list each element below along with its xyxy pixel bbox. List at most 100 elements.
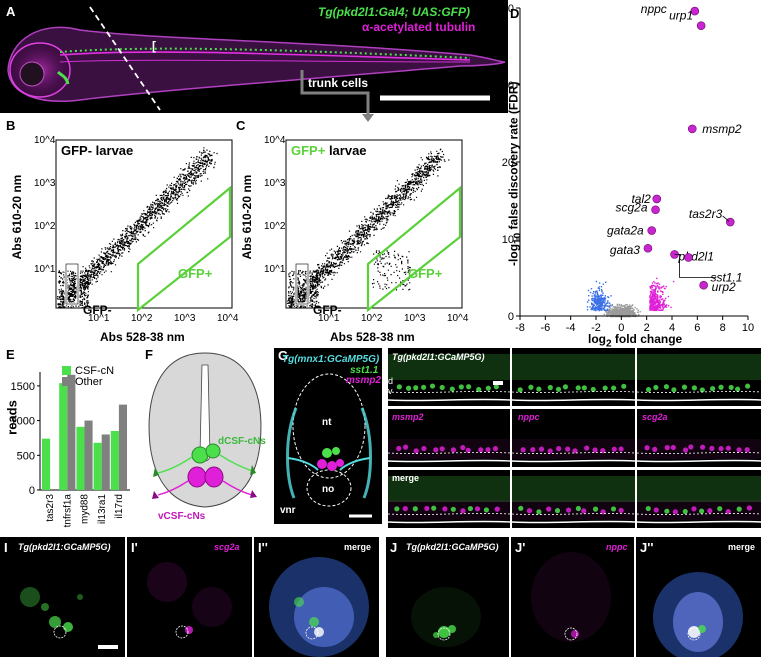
panel-label-j1: J' xyxy=(515,540,526,555)
panel-label-a: A xyxy=(6,4,16,19)
volcano-ytick-label: 40 xyxy=(502,3,514,15)
volcano-label-msmp2: msmp2 xyxy=(702,122,742,136)
bar-myd88-Other xyxy=(84,420,93,490)
h-tile-image xyxy=(512,476,635,524)
panel-i2-image xyxy=(254,537,379,657)
b-ytick-1: 10^1 xyxy=(34,264,56,275)
panel-label-e: E xyxy=(6,347,15,362)
b-gate-neg: GFP- xyxy=(83,303,112,317)
volcano-ytick-label: 0 xyxy=(508,311,514,323)
b-title: GFP- larvae xyxy=(61,143,134,158)
b-gate-pos: GFP+ xyxy=(178,266,213,281)
bar-category-label: il13ra1 xyxy=(97,494,108,524)
volcano-xtick-label: -6 xyxy=(540,322,550,334)
h-tile-image xyxy=(637,354,761,402)
bar-chart: 0 500 1000 1500 tas2r3 tnfrsf1a myd88 il13ra1 il… xyxy=(11,365,130,528)
j-label-b: nppc xyxy=(606,542,628,552)
j-gcamp-micrograph xyxy=(411,587,481,647)
volcano-label-sst1.1: sst1.1 xyxy=(710,270,742,284)
volcano-nonsig-cloud xyxy=(603,303,641,318)
volcano-ytick-label: 30 xyxy=(502,80,514,92)
i-gcamp-micrograph xyxy=(20,587,118,649)
panel-label-c: C xyxy=(236,118,246,133)
i-label-a: Tg(pkd2l1:GCaMP5G) xyxy=(18,542,111,552)
volcano-point-gata2a xyxy=(647,226,657,235)
h-ventral: v xyxy=(388,386,393,396)
c-title-green: GFP+ xyxy=(291,143,326,158)
volcano-label-urp2: urp2 xyxy=(712,280,736,294)
volcano-point-scg2a xyxy=(651,205,660,215)
panel-j2-image xyxy=(636,537,761,657)
volcano-xtick-label: -4 xyxy=(566,322,576,334)
c-ytick-4: 10^4 xyxy=(264,135,286,146)
h-scale-bar xyxy=(493,381,503,385)
volcano-label-pkd2l1: pkd2l1 xyxy=(678,249,714,263)
mnx1-micrograph xyxy=(286,373,372,518)
h-tile-image xyxy=(512,439,635,463)
i-label-c: merge xyxy=(344,542,372,552)
bar-category-label: il17rd xyxy=(114,494,125,518)
volcano-xtick-label: 2 xyxy=(644,322,650,334)
c-xtick-4: 10^4 xyxy=(447,313,469,324)
svg-text:[: [ xyxy=(152,39,156,53)
i-merge-micrograph xyxy=(269,557,369,657)
bar-ytick-label: 1500 xyxy=(11,381,35,393)
bar-il17rd-CSF-cN xyxy=(110,431,119,490)
bar-category-label: myd88 xyxy=(80,494,91,524)
volcano-xtick-label: 10 xyxy=(742,322,754,334)
volcano-point-tas2r3 xyxy=(725,217,735,227)
b-xtick-4: 10^4 xyxy=(217,313,239,324)
bar-ytick-label: 0 xyxy=(29,485,35,497)
h-tile-image xyxy=(637,439,761,463)
legend-swatch-1 xyxy=(62,377,71,386)
bar-il13ra1-Other xyxy=(101,434,110,490)
volcano-point-urp1 xyxy=(696,21,706,31)
larva-micrograph: [ xyxy=(7,6,506,111)
volcano-point-tal2 xyxy=(652,194,662,204)
b-xtick-3: 10^3 xyxy=(174,313,196,324)
c-xtick-3: 10^3 xyxy=(404,313,426,324)
bar-category-label: tnfrsf1a xyxy=(62,494,73,528)
scatter-cloud-b xyxy=(57,147,218,309)
c-ytick-1: 10^1 xyxy=(264,264,286,275)
g-line1: Tg(mnx1:GCaMP5G) xyxy=(282,354,380,365)
volcano-point-msmp2 xyxy=(687,124,697,134)
g-line3: msmp2 xyxy=(346,375,382,386)
h-tile-image xyxy=(388,354,510,402)
h-nppc-label: nppc xyxy=(518,412,540,422)
h-tile-image xyxy=(388,439,510,463)
volcano-label-tal2: tal2 xyxy=(631,192,651,206)
b-xtick-1: 10^1 xyxy=(88,313,110,324)
volcano-down-cloud xyxy=(586,280,613,312)
h-msmp2-label: msmp2 xyxy=(392,412,424,422)
h-tile-0-2 xyxy=(637,348,761,406)
bar-tas2r3-CSF-cN xyxy=(42,438,51,490)
volcano-label-gata3: gata3 xyxy=(610,243,640,257)
volcano-xtick-label: -2 xyxy=(591,322,601,334)
h-tile-image xyxy=(388,476,510,524)
volcano-point-sst1.1 xyxy=(684,253,693,262)
panel-g-image xyxy=(274,348,382,524)
h-tile-2-0 xyxy=(388,470,510,528)
scatter-cloud-c xyxy=(287,148,450,309)
c-ylabel: Abs 610-20 nm xyxy=(240,174,254,260)
b-ytick-3: 10^3 xyxy=(34,178,56,189)
bar-category-label: tas2r3 xyxy=(45,494,56,522)
legend-label-1: Other xyxy=(75,376,103,388)
d-ylabel: -log10 false discovery rate (FDR) xyxy=(506,81,524,266)
panel-label-d: D xyxy=(510,6,520,21)
h-tile-image xyxy=(637,476,761,524)
volcano-xtick-label: 4 xyxy=(669,322,675,334)
panel-label-j: J xyxy=(390,540,398,555)
b-ylabel: Abs 610-20 nm xyxy=(10,174,24,260)
volcano-point-urp2 xyxy=(699,280,708,290)
panel-label-i1: I' xyxy=(131,540,138,555)
h-tile-2-2 xyxy=(637,470,761,528)
bar-tnfrsf1a-CSF-cN xyxy=(59,383,68,490)
volcano-label-scg2a: scg2a xyxy=(616,201,648,215)
c-xlabel: Abs 528-38 nm xyxy=(330,330,415,344)
volcano-xtick-label: 8 xyxy=(720,322,726,334)
tubulin-label: α-acetylated tubulin xyxy=(362,20,476,34)
i-label-b: scg2a xyxy=(214,542,240,552)
j-nppc-micrograph xyxy=(531,552,611,642)
